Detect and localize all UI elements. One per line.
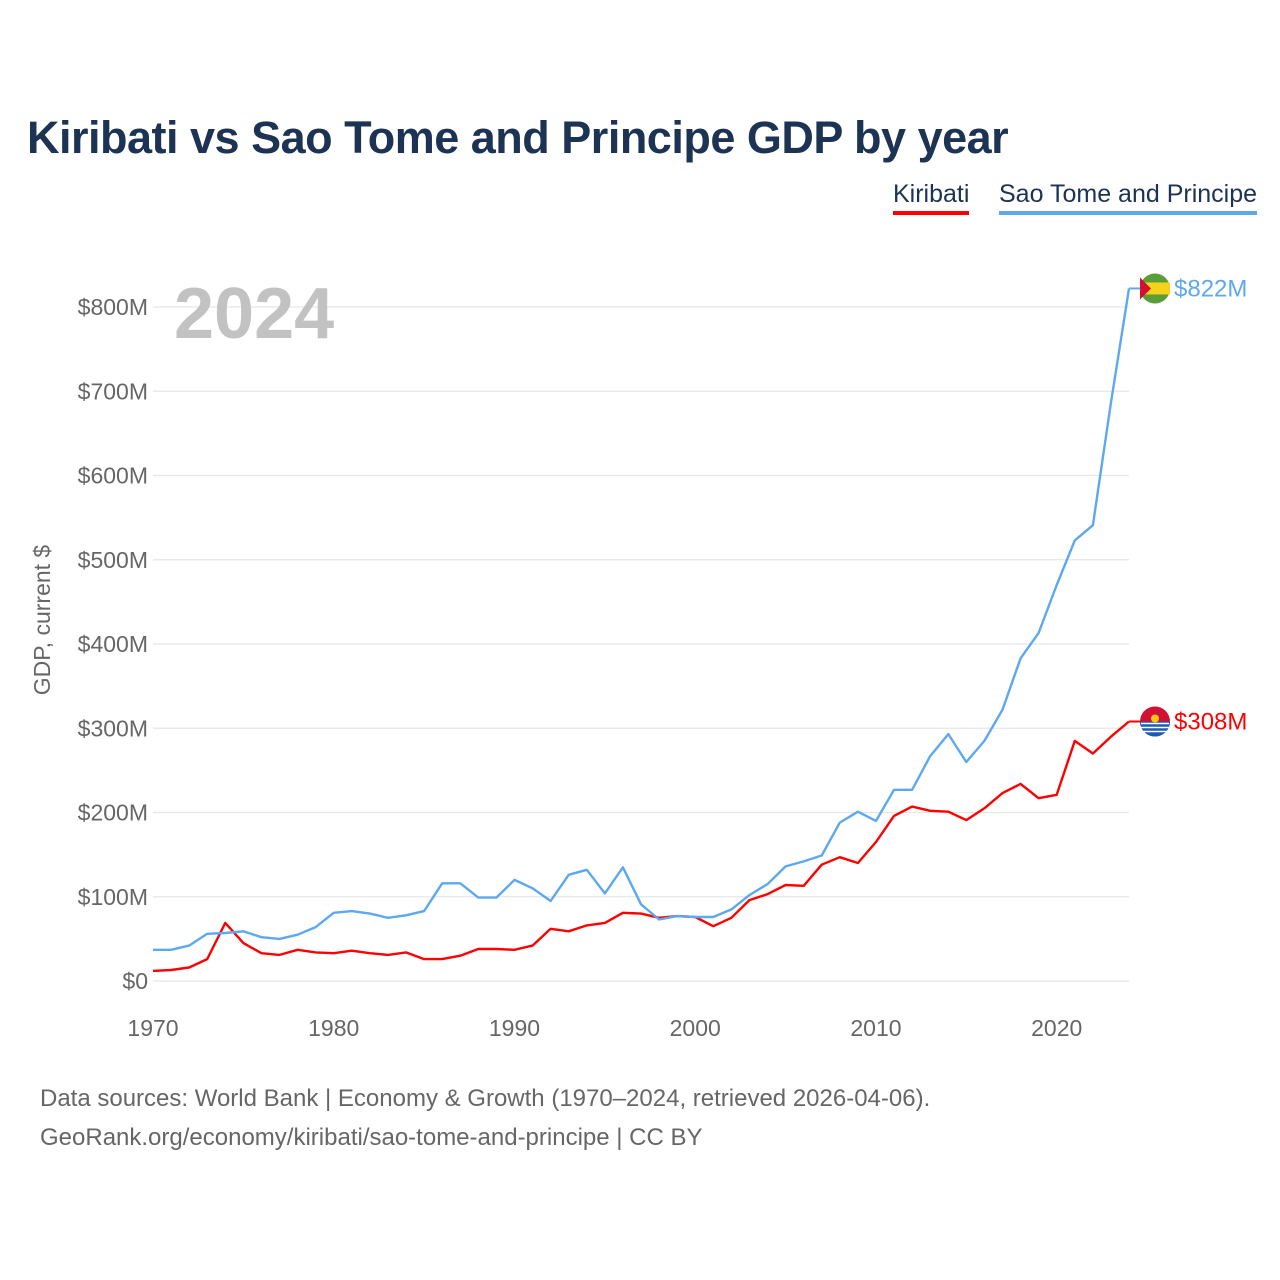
- series-line-1: [153, 288, 1131, 951]
- y-tick-label: $100M: [78, 884, 148, 910]
- chart-title: Kiribati vs Sao Tome and Principe GDP by…: [27, 112, 1009, 163]
- x-tick-label: 1990: [489, 1015, 540, 1041]
- x-tick-label: 1970: [127, 1015, 178, 1041]
- source-line-1: Data sources: World Bank | Economy & Gro…: [40, 1085, 931, 1112]
- y-tick-label: $200M: [78, 800, 148, 826]
- y-axis-label: GDP, current $: [29, 545, 55, 696]
- source-line-2[interactable]: GeoRank.org/economy/kiribati/sao-tome-an…: [40, 1124, 703, 1151]
- flag-sun: [1151, 714, 1159, 723]
- y-tick-label: $300M: [78, 715, 148, 741]
- x-tick-label: 1980: [308, 1015, 359, 1041]
- flag-triangle: [1140, 277, 1151, 300]
- legend-sao-tome[interactable]: Sao Tome and Principe: [999, 180, 1258, 215]
- legend-kiribati[interactable]: Kiribati: [893, 180, 970, 215]
- y-tick-label: $700M: [78, 378, 148, 404]
- flag-sea: [1140, 721, 1171, 737]
- y-tick-label: $500M: [78, 547, 148, 573]
- y-tick-label: $600M: [78, 463, 148, 489]
- end-value-label: $822M: [1174, 275, 1247, 302]
- x-tick-label: 2010: [850, 1015, 901, 1041]
- y-tick-label: $800M: [78, 294, 148, 320]
- year-watermark: 2024: [174, 274, 334, 354]
- y-tick-label: $0: [122, 968, 148, 994]
- x-tick-label: 2000: [670, 1015, 721, 1041]
- end-value-label: $308M: [1174, 709, 1247, 736]
- x-tick-label: 2020: [1031, 1015, 1082, 1041]
- series-line-0: [152, 720, 1130, 973]
- y-tick-label: $400M: [78, 631, 148, 657]
